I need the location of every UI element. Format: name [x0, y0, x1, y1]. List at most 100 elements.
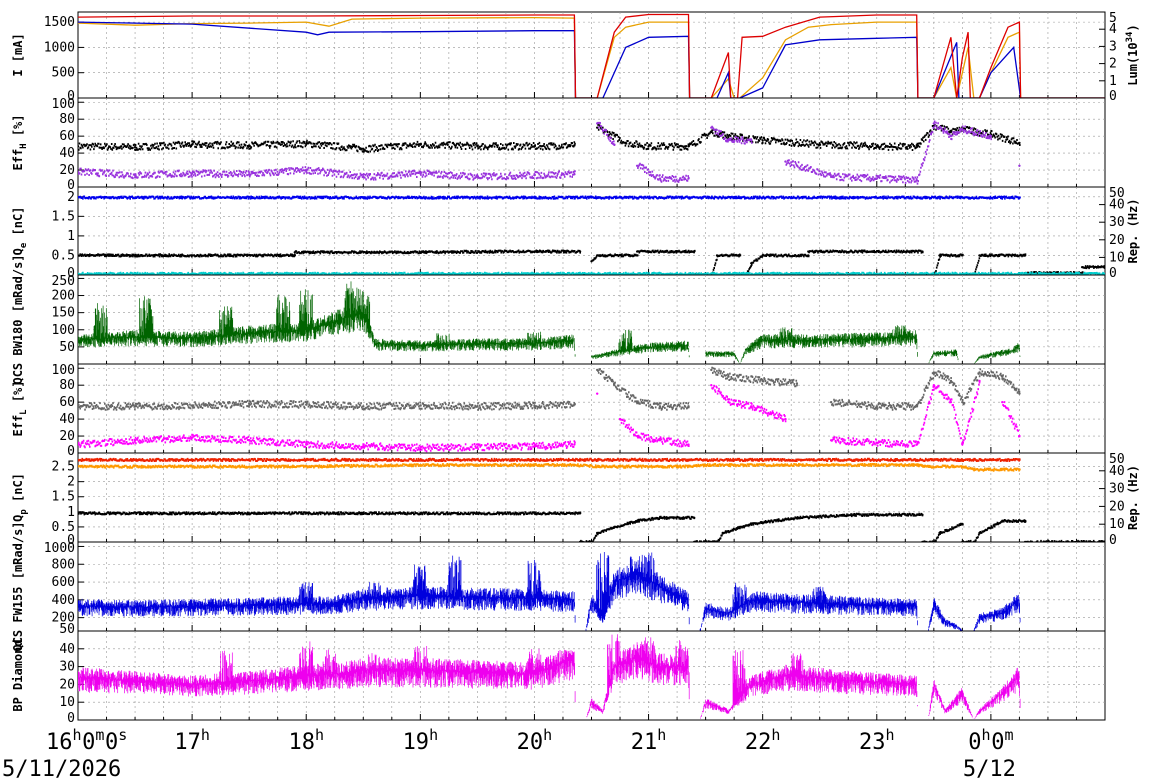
data-point [1001, 400, 1004, 404]
data-point [1103, 272, 1105, 275]
y2-tick-label: 0 [1109, 533, 1117, 548]
data-point [658, 516, 662, 520]
y2-tick-label: 2 [1109, 57, 1117, 72]
x-tick-label-part: 19 [403, 730, 430, 755]
data-point [247, 402, 251, 406]
data-point [190, 512, 194, 515]
x-tick-label: 22h [745, 726, 781, 755]
date-label-next: 5/12 [963, 757, 1016, 782]
series-666666 [78, 366, 1021, 411]
data-point [715, 254, 719, 257]
series-000000 [78, 511, 1105, 542]
y-tick-label: 80 [59, 112, 75, 127]
data-point [596, 368, 599, 372]
y-axis-label-text: QCS FW155 [mRad/s] [11, 521, 25, 651]
y-axis-label-text: Qe [nC] [11, 207, 29, 256]
data-point [533, 404, 536, 407]
data-point [961, 465, 964, 468]
panel-data [78, 366, 1021, 453]
data-point [978, 254, 981, 257]
series-9933dd [78, 120, 992, 185]
y-tick-label: 80 [59, 378, 75, 393]
y2-axis-label-text: Rep. (Hz) [1126, 465, 1140, 530]
y2-tick-label: 40 [1109, 198, 1125, 213]
x-tick-label-part: h [201, 726, 210, 744]
data-point [419, 143, 422, 146]
data-point [635, 164, 639, 168]
data-point [658, 177, 662, 180]
data-point [807, 254, 810, 257]
y2-tick-label: 50 [1109, 452, 1125, 467]
data-point [961, 400, 964, 404]
data-point [961, 128, 964, 131]
data-point [362, 147, 365, 151]
data-point [133, 439, 137, 442]
y-axis-label-sub: H [19, 143, 29, 148]
data-point [978, 371, 981, 374]
data-point [727, 400, 730, 404]
y2-axis-label-part: Lum(10 [1126, 42, 1140, 85]
data-point [875, 441, 878, 445]
data-point [293, 251, 297, 254]
data-point [875, 145, 878, 148]
data-point [687, 458, 690, 462]
data-point [721, 531, 724, 535]
data-point [932, 196, 936, 199]
data-point [305, 196, 308, 199]
x-tick-label: 21h [631, 726, 667, 755]
data-point [738, 254, 742, 257]
y-tick-label: 50 [59, 340, 75, 355]
y-axis-label: BP Diamond [11, 639, 25, 711]
data-point [78, 458, 80, 462]
data-point [78, 170, 80, 173]
data-point [915, 196, 918, 199]
x-tick-label-part: 0 [82, 730, 95, 755]
data-point [305, 512, 308, 515]
series-ff9900 [78, 463, 1021, 472]
y-tick-label: 2 [67, 190, 75, 205]
data-point [915, 145, 918, 149]
data-point [921, 513, 924, 517]
data-point [961, 443, 964, 446]
data-point [750, 139, 753, 142]
data-point [635, 519, 639, 523]
data-point [533, 145, 536, 148]
data-point [305, 458, 308, 462]
data-point [727, 375, 730, 378]
data-point [761, 254, 764, 257]
x-tick-label: 18h [288, 726, 324, 755]
y-tick-label: 0.5 [52, 248, 75, 263]
data-point [293, 254, 297, 257]
data-point [613, 383, 616, 387]
y2-tick-label: 10 [1109, 517, 1125, 532]
data-point [761, 139, 764, 142]
y-axis-label-part: Q [11, 248, 25, 255]
y-tick-label: 100 [52, 363, 75, 378]
x-tick-label: 23h [859, 726, 895, 755]
panel-data [78, 634, 1021, 719]
x-tick-label: 17h [174, 726, 210, 755]
data-point [1018, 468, 1021, 471]
data-point [78, 405, 80, 408]
data-point [750, 405, 753, 408]
data-point [573, 144, 576, 147]
panel-data [78, 457, 1105, 542]
data-point [78, 443, 80, 446]
data-point [578, 250, 582, 253]
data-point [596, 196, 599, 199]
data-point [78, 196, 80, 199]
y2-tick-label: 4 [1109, 22, 1117, 37]
data-point [875, 405, 878, 408]
x-tick-label-part: 16 [46, 730, 73, 755]
data-point [949, 400, 953, 404]
data-point [949, 134, 953, 138]
data-point [78, 465, 80, 468]
data-point [247, 173, 251, 176]
panel-data [78, 13, 1105, 98]
y-axis-label-sub: p [19, 509, 29, 515]
y-tick-label: 100 [52, 323, 75, 338]
y-tick-label: 200 [52, 289, 75, 304]
